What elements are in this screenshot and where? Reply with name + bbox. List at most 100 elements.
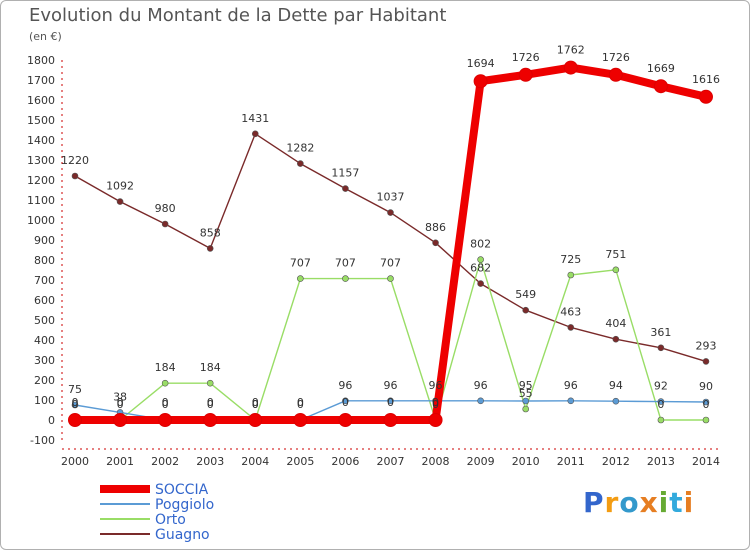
logo-letter: x <box>639 486 659 519</box>
orto-data-label: 55 <box>519 387 533 400</box>
orto-point <box>477 256 484 263</box>
guagno-point <box>387 209 394 216</box>
x-tick-label: 2009 <box>467 455 495 468</box>
y-tick-label: 1300 <box>27 154 55 167</box>
poggiolo-point <box>71 401 79 409</box>
y-tick-label: 1100 <box>27 194 55 207</box>
y-tick-label: -100 <box>30 434 55 447</box>
poggiolo-data-label: 92 <box>654 380 668 393</box>
soccia-data-label: 1669 <box>647 62 675 75</box>
x-tick-label: 2008 <box>422 455 450 468</box>
x-tick-label: 2000 <box>61 455 89 468</box>
y-tick-label: 400 <box>34 334 55 347</box>
orto-point <box>522 405 530 413</box>
y-tick-label: 600 <box>34 294 55 307</box>
x-tick-label: 2005 <box>286 455 314 468</box>
soccia-data-label: 1726 <box>602 51 630 64</box>
soccia-point <box>383 413 398 427</box>
soccia-point <box>203 413 218 427</box>
guagno-point <box>206 245 214 252</box>
y-tick-label: 1600 <box>27 94 55 107</box>
orto-data-label: 0 <box>432 398 439 411</box>
orto-data-label: 707 <box>380 257 401 270</box>
y-tick-label: 800 <box>34 254 55 267</box>
orto-data-label: 0 <box>117 398 124 411</box>
guagno-data-label: 293 <box>695 339 716 352</box>
guagno-point <box>116 198 124 205</box>
legend-label-orto: Orto <box>155 512 186 528</box>
soccia-data-label: 0 <box>162 396 169 409</box>
orto-data-label: 184 <box>155 361 176 374</box>
logo-letter: i <box>683 486 695 519</box>
poggiolo-data-label: 95 <box>519 379 533 392</box>
guagno-point <box>522 306 530 314</box>
x-tick-label: 2013 <box>647 455 675 468</box>
guagno-data-label: 1037 <box>376 191 404 204</box>
poggiolo-point <box>522 397 530 405</box>
poggiolo-point <box>702 398 710 406</box>
guagno-data-label: 1157 <box>331 167 359 180</box>
orto-point <box>206 379 214 387</box>
logo-letter: r <box>604 486 620 519</box>
guagno-data-label: 1282 <box>286 142 314 155</box>
legend-label-soccia: SOCCIA <box>155 482 209 498</box>
orto-data-label: 0 <box>72 398 79 411</box>
poggiolo-data-label: 94 <box>609 379 623 392</box>
soccia-data-label: 0 <box>207 396 214 409</box>
x-tick-label: 2003 <box>196 455 224 468</box>
soccia-data-label: 1616 <box>692 73 720 86</box>
guagno-point <box>161 220 169 228</box>
logo-letter: o <box>619 486 640 519</box>
logo-letter: t <box>669 486 684 519</box>
orto-point <box>342 275 349 282</box>
soccia-data-label: 0 <box>72 396 79 409</box>
x-tick-label: 2002 <box>151 455 179 468</box>
proxiti-logo: Proxiti <box>583 486 694 519</box>
poggiolo-data-label: 90 <box>699 380 713 393</box>
orto-point <box>657 416 665 424</box>
legend-label-poggiolo: Poggiolo <box>155 497 214 513</box>
soccia-data-label: 1726 <box>512 51 540 64</box>
y-tick-label: 300 <box>34 354 55 367</box>
guagno-data-label: 1092 <box>106 180 134 193</box>
chart-title: Evolution du Montant de la Dette par Hab… <box>29 5 447 26</box>
guagno-point <box>432 239 439 247</box>
y-tick-label: 700 <box>34 274 55 287</box>
guagno-data-label: 886 <box>425 221 446 234</box>
y-tick-label: 200 <box>34 374 55 387</box>
poggiolo-data-label: 0 <box>252 398 259 411</box>
guagno-point <box>702 358 710 365</box>
orto-data-label: 707 <box>335 257 356 270</box>
guagno-point <box>297 160 304 167</box>
x-tick-label: 2001 <box>106 455 134 468</box>
logo-letter: i <box>658 486 670 519</box>
poggiolo-point <box>657 398 665 405</box>
y-tick-label: 1800 <box>27 54 55 67</box>
soccia-data-label: 0 <box>117 396 124 409</box>
guagno-data-label: 463 <box>560 305 581 318</box>
soccia-point <box>653 79 668 94</box>
guagno-data-label: 549 <box>515 288 536 301</box>
soccia-data-label: 1694 <box>467 57 495 70</box>
poggiolo-data-label: 0 <box>297 398 304 411</box>
x-tick-label: 2004 <box>241 455 269 468</box>
soccia-point <box>248 413 263 427</box>
x-tick-label: 2006 <box>331 455 359 468</box>
poggiolo-point <box>477 397 484 405</box>
orto-point <box>387 275 394 282</box>
soccia-point <box>428 413 443 427</box>
legend-label-guagno: Guagno <box>155 527 210 543</box>
guagno-point <box>567 324 575 331</box>
orto-data-label: 802 <box>470 238 491 251</box>
y-tick-label: 900 <box>34 234 55 247</box>
guagno-point <box>71 172 79 180</box>
chart-subtitle: (en €) <box>29 30 62 43</box>
poggiolo-data-label: 96 <box>474 379 488 392</box>
soccia-data-label: 0 <box>252 396 259 409</box>
poggiolo-data-label: 0 <box>207 398 214 411</box>
orto-data-label: 0 <box>657 398 664 411</box>
soccia-point <box>518 67 533 82</box>
y-tick-label: 0 <box>48 414 55 427</box>
soccia-point <box>293 413 308 427</box>
